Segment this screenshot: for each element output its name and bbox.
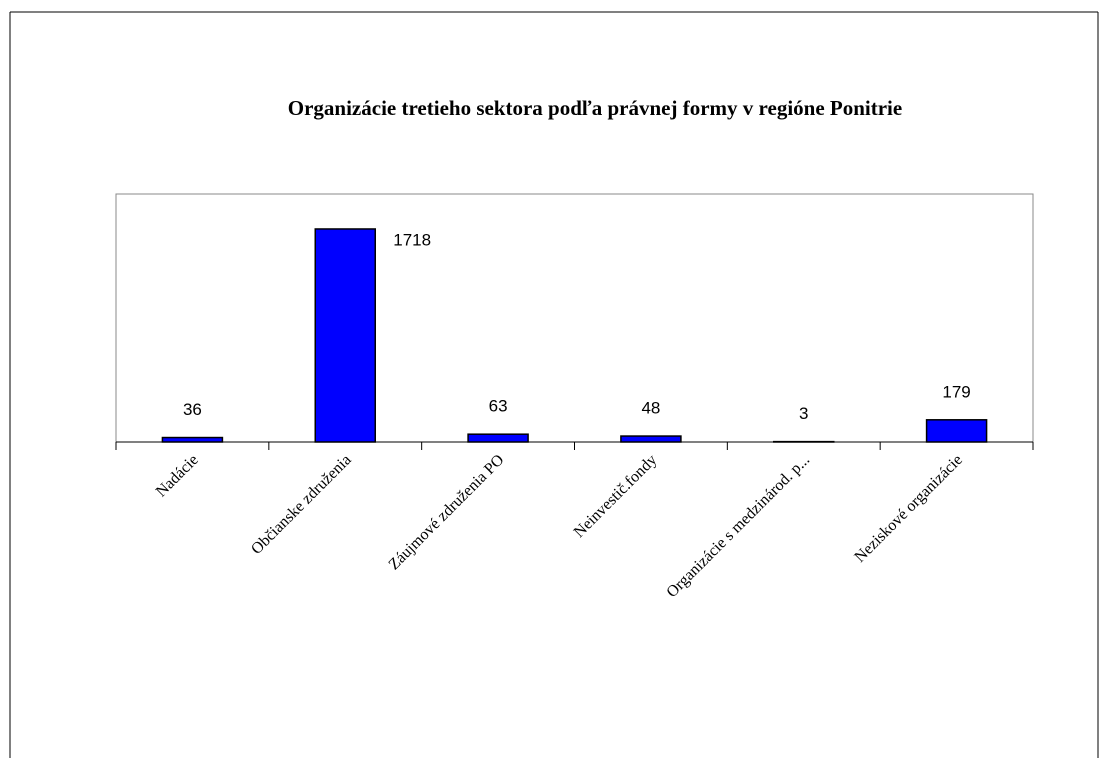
chart-title: Organizácie tretieho sektora podľa právn… <box>288 96 902 120</box>
bar <box>620 435 682 443</box>
bar <box>314 228 376 443</box>
data-label: 3 <box>799 404 808 423</box>
data-label: 179 <box>942 382 970 401</box>
bar <box>925 419 988 443</box>
data-label: 48 <box>641 399 660 418</box>
data-label: 63 <box>489 397 508 416</box>
bar <box>161 436 224 443</box>
x-tick-label: Nadácie <box>153 451 202 500</box>
x-tick-label: Neziskové organizácie <box>851 451 966 566</box>
x-tick-label: Neinvestič.fondy <box>571 451 661 541</box>
plot-area <box>115 193 1034 443</box>
x-tick-label: Záujmové združenia PO <box>386 451 508 573</box>
bar <box>467 433 529 443</box>
x-tick-label: Občianske združenia <box>248 451 355 558</box>
data-label: 36 <box>183 400 202 419</box>
data-label: 1718 <box>393 230 431 249</box>
x-tick-label: Organizácie s medzinárod. p... <box>663 451 813 601</box>
